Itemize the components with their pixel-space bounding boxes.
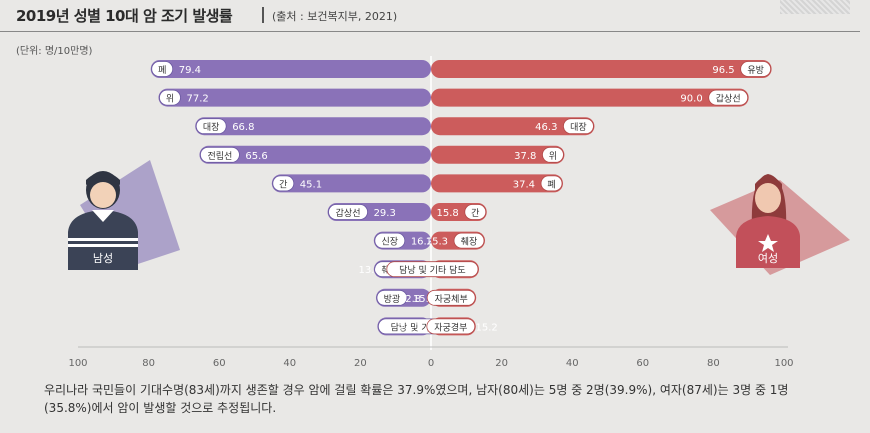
title-divider [262, 7, 264, 23]
male-bar [195, 117, 431, 136]
x-tick-label: 60 [213, 358, 226, 369]
female-category-label: 위 [549, 151, 557, 162]
female-bar [431, 60, 772, 78]
x-tick-label: 0 [428, 358, 434, 369]
female-value-label: 15.3 [426, 237, 448, 248]
male-bar [271, 174, 431, 193]
footnote-text: 우리나라 국민들이 기대수명(83세)까지 생존할 경우 암에 걸릴 확률은 3… [44, 383, 789, 415]
female-bar [431, 174, 564, 193]
male-value-label: 15.6 [413, 294, 435, 305]
female-category-pill [708, 89, 749, 106]
female-category-pill [453, 232, 485, 249]
x-tick-label: 100 [774, 358, 793, 369]
male-category-pill [151, 61, 174, 77]
header-rule [0, 31, 860, 32]
female-value-label: 13.6 [359, 265, 381, 276]
figures-layer: 남성 여성 [68, 160, 850, 275]
male-category-pill [200, 146, 240, 163]
female-category-label: 폐 [547, 178, 555, 190]
female-category-label: 간 [471, 208, 479, 219]
female-value-label: 15.8 [437, 208, 459, 219]
female-value-label: 12.8 [399, 294, 421, 305]
female-value-label: 37.8 [514, 151, 536, 162]
x-tick-label: 60 [636, 358, 649, 369]
male-category-label: 방광 [384, 293, 401, 305]
male-category-pill [195, 118, 227, 135]
male-category-pill [159, 89, 181, 106]
female-category-label: 갑상선 [716, 93, 741, 105]
x-tick-label: 100 [68, 358, 87, 369]
male-value-label: 79.4 [179, 65, 201, 76]
unit-label: (단위: 명/10만명) [16, 46, 93, 57]
bars-layer: 폐 79.4 유방 96.5 위 77.2 갑상선 90.0 대장 66.8 대장 46.3 전립선 65… [150, 56, 772, 350]
female-category-label: 췌장 [461, 237, 478, 248]
female-category-label: 담낭 및 기타 담도 [399, 264, 466, 276]
female-bar [431, 117, 595, 136]
x-tick-label: 80 [707, 358, 720, 369]
female-value-label: 90.0 [680, 94, 702, 105]
male-bar [158, 88, 431, 107]
male-category-pill [374, 232, 406, 249]
diverging-bar-chart: 남성 여성 폐 79.4 유방 96.5 위 77.2 갑상선 90.0 대장 66.8 대장 46.… [68, 56, 850, 369]
x-tick-label: 40 [283, 358, 296, 369]
x-axis-ticks: 100 80 60 40 20 0 20 40 60 80 100 [68, 358, 793, 369]
male-figure-icon [68, 171, 138, 270]
male-category-label: 신장 [382, 237, 399, 248]
star-icon [758, 234, 778, 252]
female-category-label: 유방 [747, 65, 764, 76]
male-category-pill [328, 204, 368, 220]
female-bar [431, 145, 565, 164]
male-category-label: 대장 [203, 122, 220, 133]
x-tick-label: 20 [354, 358, 367, 369]
male-value-label: 15.2 [476, 322, 498, 333]
male-value-label: 45.1 [300, 179, 322, 190]
male-value-label: 16.2 [411, 237, 433, 248]
female-category-pill [563, 118, 594, 135]
male-category-label: 전립선 [208, 151, 233, 162]
female-category-label: 자궁체부 [435, 294, 468, 305]
female-value-label: 96.5 [712, 65, 734, 76]
x-tick-label: 40 [566, 358, 579, 369]
x-tick-label: 20 [495, 358, 508, 369]
male-value-label: 29.3 [374, 208, 396, 219]
male-category-label: 간 [279, 179, 287, 190]
female-value-label: 46.3 [535, 122, 557, 133]
male-value-label: 65.6 [245, 151, 267, 162]
male-category-label: 갑상선 [336, 207, 361, 219]
female-category-pill [426, 318, 476, 335]
male-category-label: 위 [166, 94, 174, 105]
female-category-pill [740, 61, 772, 77]
female-category-label: 대장 [570, 122, 587, 133]
male-bar [199, 145, 431, 164]
female-category-pill [464, 204, 487, 220]
male-bar [150, 60, 431, 78]
female-category-pill [540, 175, 563, 192]
female-category-pill [426, 289, 476, 306]
female-category-pill [542, 146, 564, 163]
female-category-pill [386, 261, 479, 278]
female-value-label: 12.7 [399, 322, 421, 333]
male-category-label: 폐 [158, 64, 166, 76]
x-tick-label: 80 [142, 358, 155, 369]
male-value-label: 77.2 [186, 94, 208, 105]
chart-title: 2019년 성별 10대 암 조기 발생률 [16, 7, 233, 25]
female-figure-icon [736, 174, 800, 268]
female-label: 여성 [758, 252, 778, 265]
male-category-pill [272, 175, 295, 192]
female-category-label: 자궁경부 [434, 321, 467, 333]
female-bar [431, 88, 749, 107]
male-label: 남성 [93, 252, 113, 265]
chart-source: (출처 : 보건복지부, 2021) [272, 10, 398, 23]
female-value-label: 37.4 [513, 179, 535, 190]
chart-header: 2019년 성별 10대 암 조기 발생률 (출처 : 보건복지부, 2021) [0, 0, 870, 30]
male-value-label: 66.8 [232, 122, 254, 133]
male-category-pill [376, 289, 408, 306]
corner-pattern [780, 0, 850, 14]
